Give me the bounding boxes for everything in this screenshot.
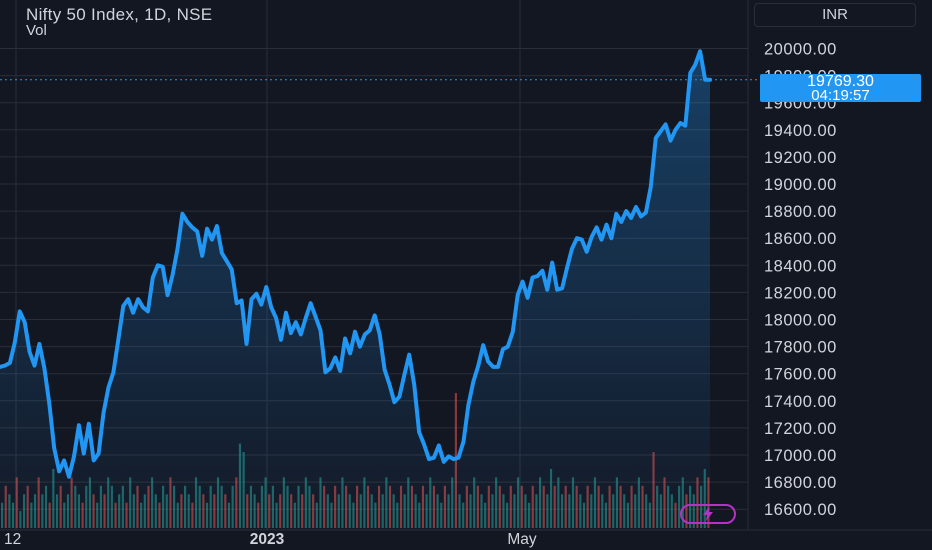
y-tick-label: 18600.00 <box>764 230 837 248</box>
y-tick-label: 19400.00 <box>764 122 837 140</box>
price-line <box>0 49 712 479</box>
y-tick-label: 19000.00 <box>764 176 837 194</box>
y-tick-label: 18000.00 <box>764 312 837 330</box>
volume-indicator-label[interactable]: Vol <box>26 22 47 39</box>
y-tick-label: 16800.00 <box>764 474 837 492</box>
y-tick-label: 17000.00 <box>764 447 837 465</box>
y-tick-label: 17400.00 <box>764 393 837 411</box>
chart-title: Nifty 50 Index, 1D, NSE <box>26 5 213 24</box>
lightning-bolt-icon <box>703 507 713 521</box>
price-axis[interactable]: 20000.0019800.0019600.0019400.0019200.00… <box>764 41 837 520</box>
y-tick-label: 18800.00 <box>764 203 837 221</box>
last-price-tag: 19769.30 04:19:57 <box>760 73 921 104</box>
bar-countdown: 04:19:57 <box>811 87 870 104</box>
time-axis[interactable]: 12 2023 May <box>4 531 537 548</box>
currency-selector[interactable]: INR <box>754 3 916 27</box>
y-tick-label: 16600.00 <box>764 501 837 519</box>
x-tick-label: May <box>507 531 537 548</box>
y-tick-label: 18200.00 <box>764 284 837 302</box>
y-tick-label: 18400.00 <box>764 257 837 275</box>
price-area-fill <box>0 51 710 530</box>
last-price-value: 19769.30 <box>807 73 874 90</box>
y-tick-label: 17600.00 <box>764 366 837 384</box>
x-tick-label: 2023 <box>250 531 285 548</box>
x-tick-label: 12 <box>4 531 21 548</box>
y-tick-label: 17200.00 <box>764 420 837 438</box>
y-tick-label: 17800.00 <box>764 339 837 357</box>
y-tick-label: 20000.00 <box>764 41 837 59</box>
y-tick-label: 19200.00 <box>764 149 837 167</box>
lightning-bolt-button[interactable] <box>680 504 736 524</box>
